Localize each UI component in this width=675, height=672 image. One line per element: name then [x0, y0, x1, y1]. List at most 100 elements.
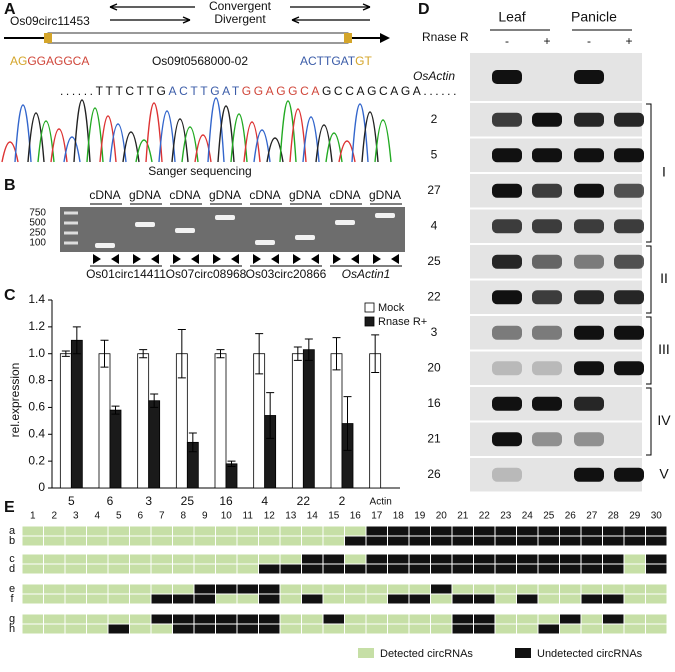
column-label: 18	[393, 511, 405, 522]
x-tick-label: 5	[68, 494, 75, 508]
grid-cell	[193, 563, 216, 575]
grid-cell	[279, 593, 302, 605]
error-bar	[100, 339, 109, 368]
chromatogram	[1, 97, 392, 163]
grid-cell	[301, 535, 324, 547]
gel-band	[574, 183, 604, 198]
ladder-label: 250	[29, 228, 46, 239]
grid-cell	[236, 613, 259, 625]
bar	[225, 463, 238, 489]
gel-band	[295, 235, 315, 240]
grid-cell	[516, 553, 539, 565]
grid-cell	[86, 525, 109, 537]
column-label: 26	[565, 511, 577, 522]
grid-cell	[150, 553, 173, 565]
grid-cell	[129, 563, 152, 575]
grid-cell	[43, 583, 66, 595]
grid-cell	[580, 563, 603, 575]
error-bar	[61, 350, 70, 357]
peak	[14, 104, 32, 163]
grid-cell	[623, 593, 646, 605]
gel-band	[492, 254, 522, 269]
peak	[315, 124, 333, 163]
ladder-label: 500	[29, 218, 46, 229]
bar-chart: 00.20.40.60.81.01.21.45 6 3 25 16 4 22 2 ActinMo…	[28, 292, 427, 508]
x-tick-label: Actin	[370, 497, 392, 508]
grid-cell	[107, 563, 130, 575]
grid-cell	[494, 563, 517, 575]
column-label: 9	[202, 511, 208, 522]
x-tick-label: 25	[181, 494, 195, 508]
gel-band	[492, 219, 522, 234]
grid-cell	[107, 525, 130, 537]
grid-cell	[494, 613, 517, 625]
grid-cell	[365, 623, 388, 635]
bracket	[646, 103, 652, 243]
grid-cell	[86, 593, 109, 605]
grid-cell	[559, 613, 582, 625]
grid-cell	[301, 613, 324, 625]
gel-band	[532, 183, 562, 198]
row-label: 26	[427, 467, 441, 481]
ladder-band	[64, 241, 78, 245]
grid-cell	[473, 563, 496, 575]
error-bar	[188, 432, 197, 453]
grid-cell	[623, 583, 646, 595]
grid-cell	[344, 613, 367, 625]
gel-band	[614, 148, 644, 163]
grid-cell	[430, 583, 453, 595]
grid-cell	[580, 623, 603, 635]
grid-cell	[279, 613, 302, 625]
grid-cell	[172, 613, 195, 625]
grid-cell	[301, 553, 324, 565]
group-label: IV	[657, 412, 671, 428]
seq-part: GCCAGCAGA......	[322, 84, 459, 98]
grid-cell	[21, 553, 44, 565]
grid-cell	[537, 613, 560, 625]
error-bar	[216, 349, 225, 359]
column-label: 17	[371, 511, 383, 522]
grid-cell	[344, 583, 367, 595]
column-label: 19	[414, 511, 426, 522]
grid-cell	[451, 593, 474, 605]
grid-cell	[473, 613, 496, 625]
gel-band	[492, 183, 522, 198]
grid-cell	[408, 623, 431, 635]
peak	[266, 137, 284, 163]
gel-band	[175, 228, 195, 233]
grid-cell	[64, 613, 87, 625]
peak	[243, 121, 261, 163]
grid-cell	[387, 563, 410, 575]
grid-cell	[645, 563, 668, 575]
grid-cell	[494, 535, 517, 547]
grid-cell	[21, 563, 44, 575]
column-label: 22	[479, 511, 491, 522]
group-label: III	[658, 341, 670, 357]
grid-cell	[258, 623, 281, 635]
column-label: 14	[307, 511, 319, 522]
sign-label: -	[505, 34, 509, 48]
bar	[330, 353, 343, 489]
peak	[1, 141, 19, 163]
column-label: 3	[73, 511, 79, 522]
grid-cell	[623, 623, 646, 635]
grid-cell	[365, 613, 388, 625]
grid-cell	[193, 553, 216, 565]
bar	[70, 339, 83, 489]
grid-cell	[365, 563, 388, 575]
grid-cell	[451, 553, 474, 565]
legend-swatch	[358, 648, 374, 658]
grid-cell	[451, 583, 474, 595]
gel-band	[614, 112, 644, 127]
grid-cell	[107, 535, 130, 547]
primer-icon	[213, 254, 239, 264]
grid-cell	[494, 525, 517, 537]
grid-cell	[645, 593, 668, 605]
grid-cell	[107, 583, 130, 595]
grid-cell	[322, 593, 345, 605]
gel-band	[574, 254, 604, 269]
grid-cell	[602, 553, 625, 565]
grid-cell	[365, 583, 388, 595]
grid-cell	[43, 563, 66, 575]
